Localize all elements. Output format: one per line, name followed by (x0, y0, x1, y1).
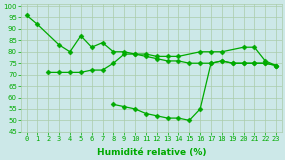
X-axis label: Humidité relative (%): Humidité relative (%) (97, 148, 206, 156)
